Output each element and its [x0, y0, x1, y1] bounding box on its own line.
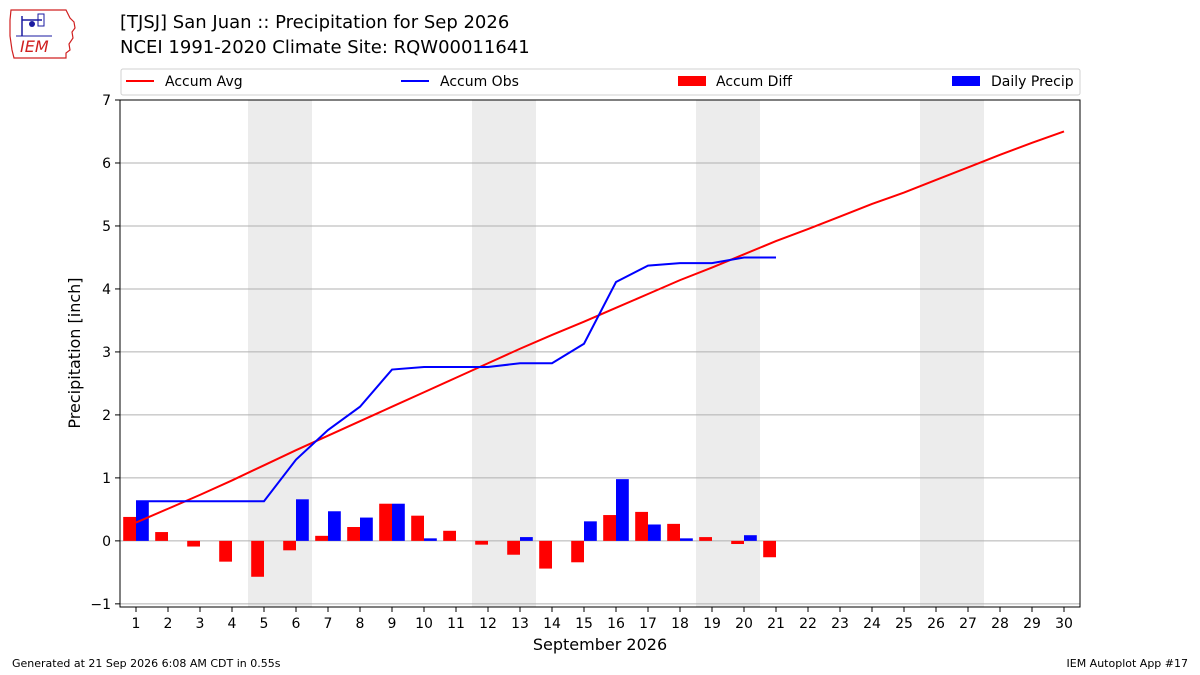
x-tick-label: 14	[543, 616, 561, 632]
legend: Accum Avg Accum Obs Accum Diff Daily Pre…	[120, 68, 1081, 96]
y-tick-label: 0	[102, 534, 111, 550]
y-tick-label: 2	[102, 408, 111, 424]
legend-label-obs: Accum Obs	[440, 74, 519, 90]
weekend-shade	[696, 100, 760, 607]
chart-title: [TJSJ] San Juan :: Precipitation for Sep…	[120, 12, 510, 33]
x-tick-label: 25	[895, 616, 913, 632]
x-tick-label: 4	[228, 616, 237, 632]
plot-frame	[119, 99, 1081, 608]
x-tick-label: 3	[196, 616, 205, 632]
x-tick-label: 29	[1023, 616, 1041, 632]
x-tick-label: 10	[415, 616, 433, 632]
x-tick-label: 7	[324, 616, 333, 632]
diff-bar	[507, 540, 520, 555]
diff-bar	[251, 540, 264, 577]
y-tick-label: 7	[102, 93, 111, 109]
diff-bar	[699, 537, 712, 541]
x-tick-label: 17	[639, 616, 657, 632]
legend-label-avg: Accum Avg	[165, 74, 243, 90]
iowa-outline-icon	[9, 9, 76, 59]
x-tick-label: 15	[575, 616, 593, 632]
daily-precip-bar	[296, 499, 309, 541]
daily-precip-bar	[424, 538, 437, 541]
accum-obs-line	[136, 256, 776, 503]
x-tick-label: 2	[164, 616, 173, 632]
diff-bar	[635, 511, 648, 541]
x-tick-label: 1	[132, 616, 141, 632]
diff-bar	[539, 540, 552, 569]
diff-bar	[667, 523, 680, 541]
legend-swatch-daily	[952, 76, 980, 86]
diff-bar	[283, 540, 296, 551]
generated-timestamp: Generated at 21 Sep 2026 6:08 AM CDT in …	[12, 657, 281, 670]
chart-subtitle: NCEI 1991-2020 Climate Site: RQW00011641	[120, 37, 530, 58]
x-tick-label: 20	[735, 616, 753, 632]
legend-box	[120, 68, 1081, 96]
x-tick-label: 23	[831, 616, 849, 632]
legend-label-daily: Daily Precip	[991, 74, 1074, 90]
x-tick-label: 24	[863, 616, 881, 632]
x-tick-label: 19	[703, 616, 721, 632]
app-identifier: IEM Autoplot App #17	[1066, 657, 1189, 670]
daily-precip-bar	[616, 479, 629, 541]
y-axis-label: Precipitation [inch]	[65, 277, 84, 428]
weekend-shade	[472, 100, 536, 607]
daily-precip-bar	[584, 521, 597, 541]
diff-bar	[187, 540, 200, 547]
iem-logo: IEM	[9, 9, 76, 59]
x-tick-label: 22	[799, 616, 817, 632]
diff-bar	[123, 516, 136, 541]
y-tick-label: 1	[102, 471, 111, 487]
x-tick-label: 28	[991, 616, 1009, 632]
x-tick-label: 18	[671, 616, 689, 632]
y-tick-label: 3	[102, 345, 111, 361]
daily-precip-bar	[744, 535, 757, 541]
logo-text: IEM	[20, 37, 49, 56]
x-tick-label: 27	[959, 616, 977, 632]
diff-bar	[475, 540, 488, 545]
y-tick-label: 5	[102, 219, 111, 235]
diff-bar	[443, 530, 456, 541]
x-tick-label: 16	[607, 616, 625, 632]
diff-bar	[731, 540, 744, 545]
daily-precip-bar	[392, 503, 405, 541]
y-tick-label: −1	[90, 597, 111, 613]
x-tick-label: 13	[511, 616, 529, 632]
daily-precip-bar	[328, 511, 341, 541]
diff-bar	[219, 540, 232, 562]
diff-bar	[603, 515, 616, 541]
x-tick-label: 30	[1055, 616, 1073, 632]
x-tick-label: 5	[260, 616, 269, 632]
daily-precip-bar	[520, 537, 533, 541]
weekend-shade	[920, 100, 984, 607]
y-tick-label: 4	[102, 282, 111, 298]
diff-bar	[411, 515, 424, 541]
diff-bar	[347, 527, 360, 541]
diff-bar	[379, 503, 392, 541]
diff-bar	[571, 540, 584, 563]
diff-bar	[155, 532, 168, 541]
x-tick-label: 12	[479, 616, 497, 632]
x-tick-label: 8	[356, 616, 365, 632]
x-tick-label: 11	[447, 616, 465, 632]
diff-bar	[315, 535, 328, 541]
daily-precip-bar	[360, 517, 373, 541]
x-tick-label: 9	[388, 616, 397, 632]
accum-avg-line	[135, 130, 1065, 524]
legend-swatch-diff	[678, 76, 706, 86]
diff-bar	[763, 540, 776, 558]
y-tick-label: 6	[102, 156, 111, 172]
daily-precip-bar	[136, 501, 149, 541]
x-tick-label: 6	[292, 616, 301, 632]
legend-label-diff: Accum Diff	[716, 74, 792, 90]
x-tick-label: 26	[927, 616, 945, 632]
x-tick-label: 21	[767, 616, 785, 632]
x-axis-label: September 2026	[533, 635, 667, 654]
daily-precip-bar	[680, 538, 693, 541]
weekend-shade	[248, 100, 312, 607]
daily-precip-bar	[648, 524, 661, 541]
